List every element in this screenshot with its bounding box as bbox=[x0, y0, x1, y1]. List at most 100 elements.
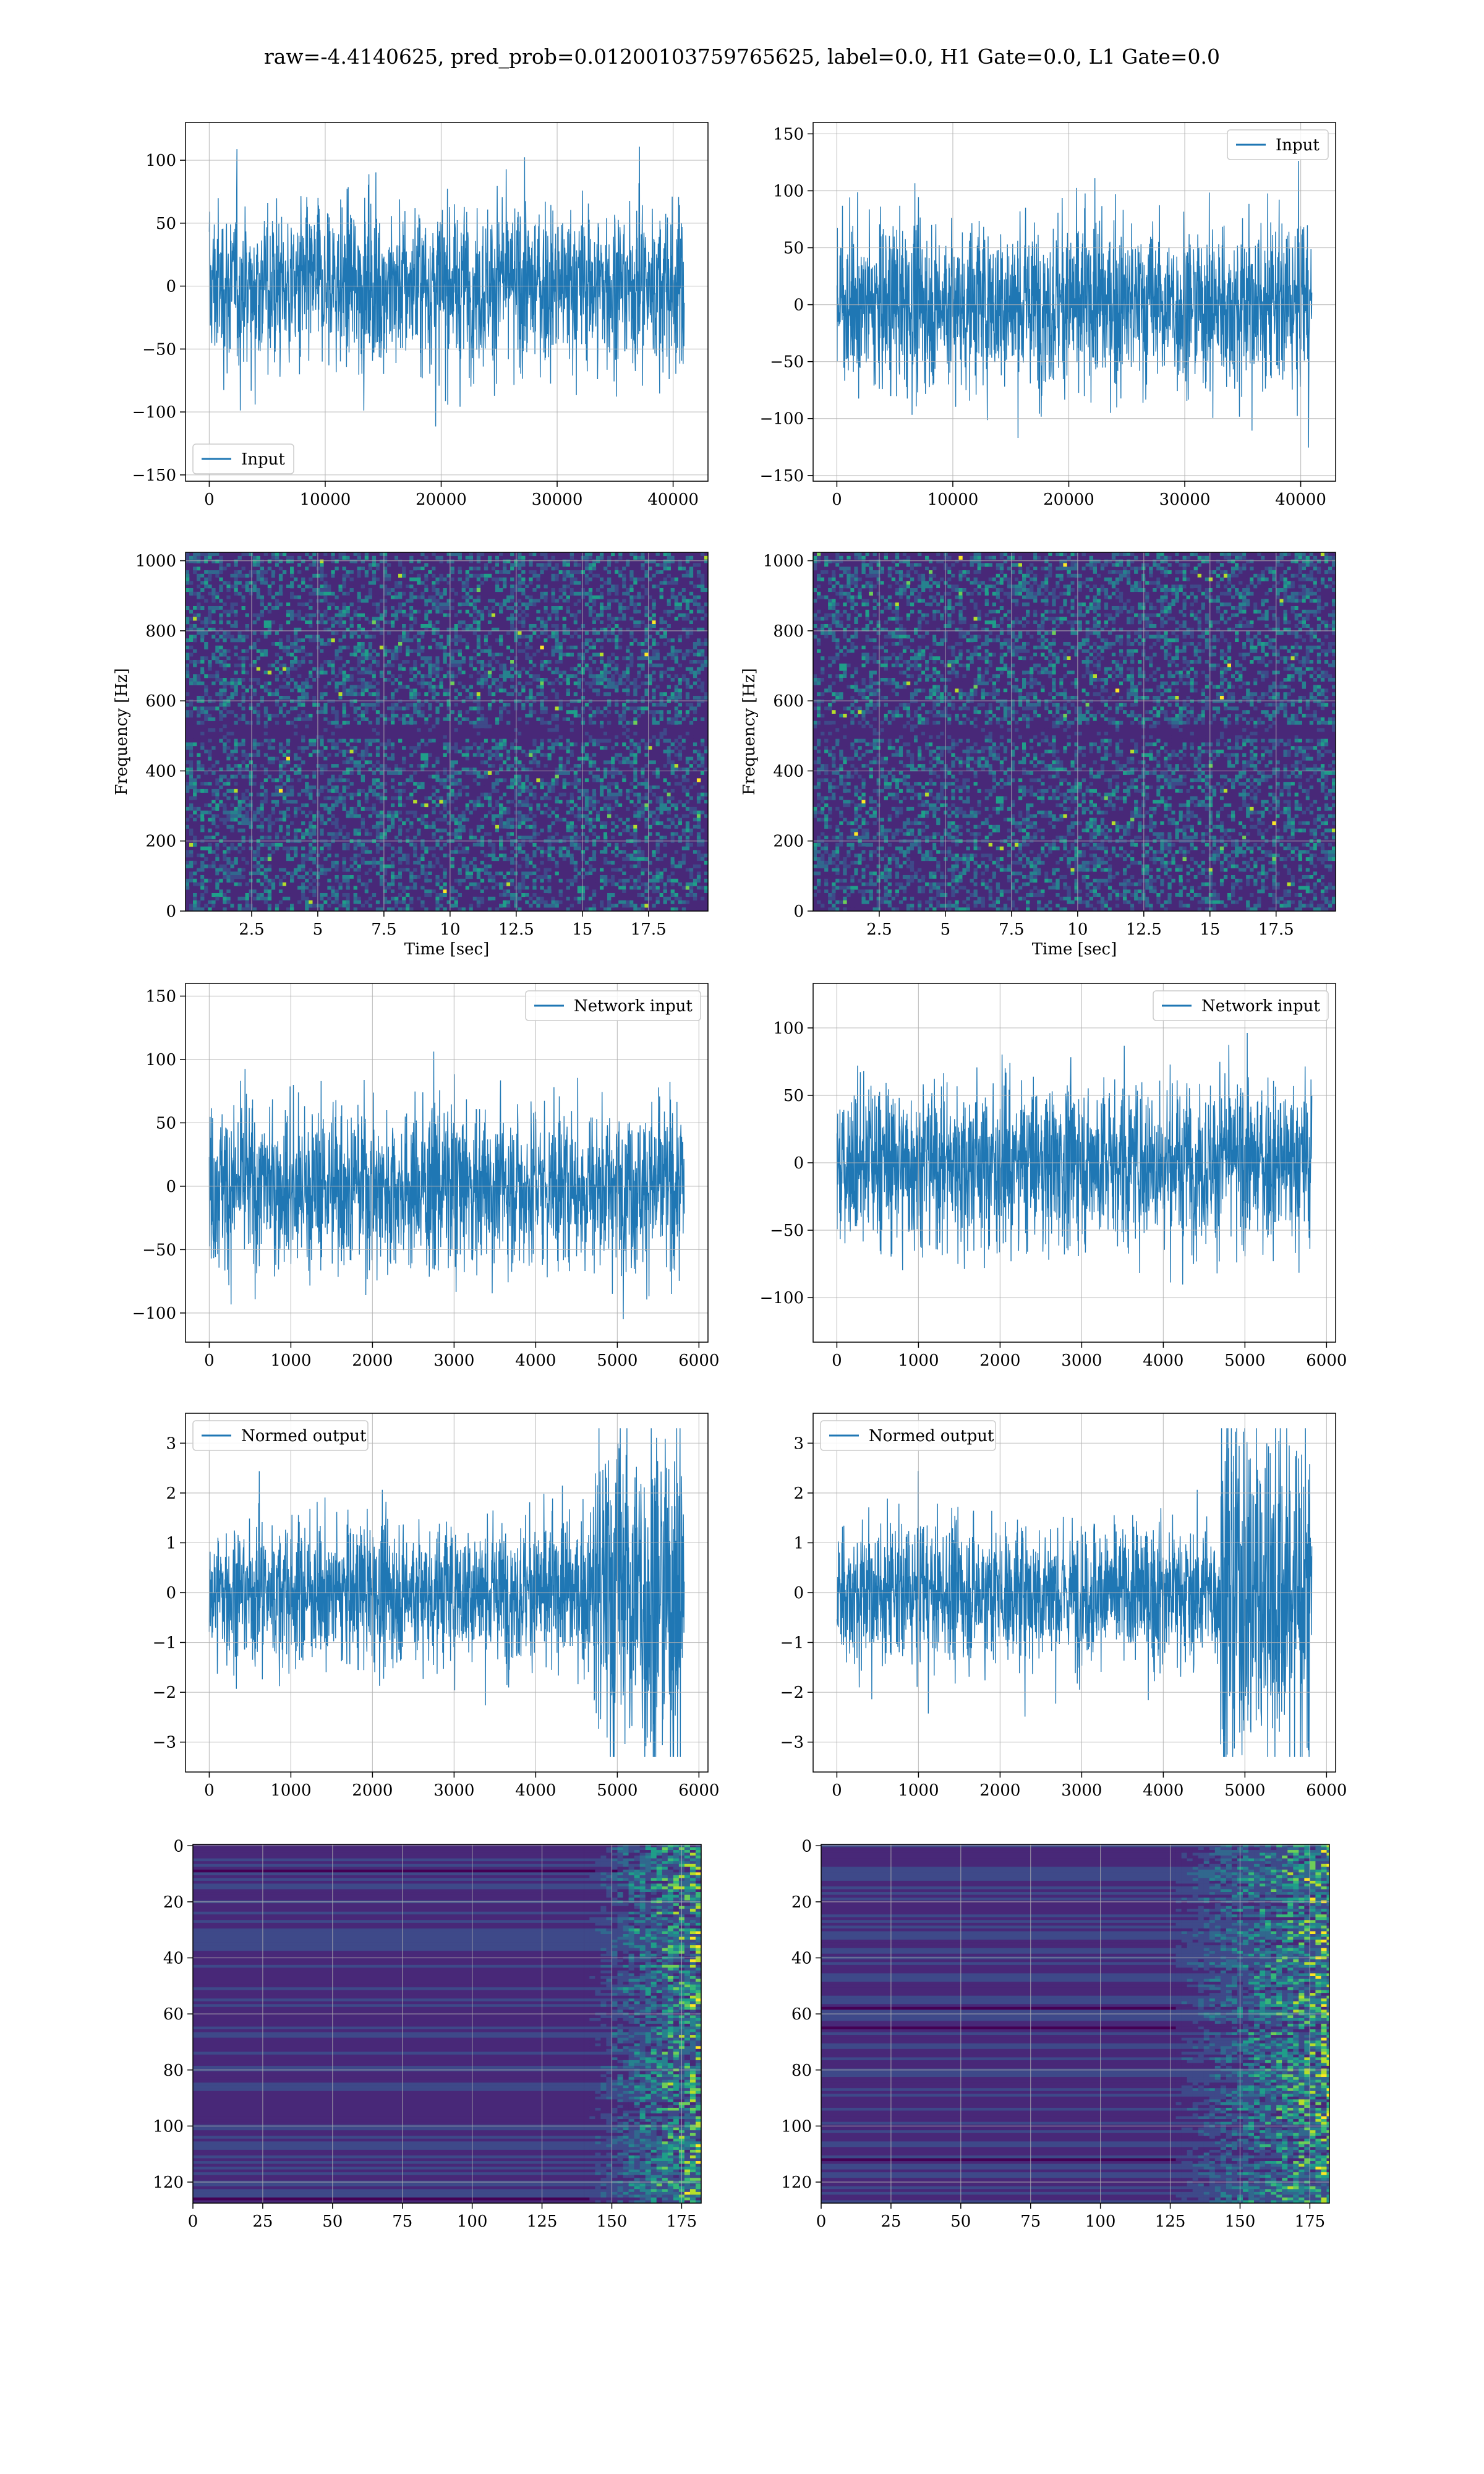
heatmap-cell bbox=[368, 692, 373, 696]
heatmap-cell bbox=[599, 552, 604, 557]
heatmap-cell bbox=[204, 642, 208, 646]
heatmap-cell bbox=[472, 620, 477, 625]
heatmap-cell bbox=[685, 577, 690, 581]
heatmap-cell bbox=[551, 649, 555, 653]
heatmap-cell bbox=[290, 699, 294, 703]
heatmap-cell bbox=[305, 667, 309, 671]
heatmap-cell bbox=[641, 624, 645, 628]
heatmap-cell bbox=[696, 699, 701, 703]
heatmap-cell bbox=[529, 563, 533, 567]
heatmap-cell bbox=[540, 567, 544, 571]
heatmap-cell bbox=[435, 774, 440, 779]
heatmap-cell bbox=[603, 692, 608, 696]
heatmap-cell bbox=[685, 696, 690, 700]
x-tick-label: 40000 bbox=[1275, 490, 1326, 509]
heatmap-cell bbox=[413, 760, 417, 764]
heatmap-cell bbox=[588, 617, 593, 621]
heatmap-cell bbox=[435, 706, 440, 711]
heatmap-cell bbox=[487, 692, 492, 696]
heatmap-cell bbox=[476, 584, 481, 589]
heatmap-cell bbox=[435, 717, 440, 721]
heatmap-cell bbox=[584, 756, 589, 761]
heatmap-cell bbox=[197, 624, 201, 628]
heatmap-cell bbox=[461, 670, 466, 675]
heatmap-cell bbox=[446, 599, 451, 603]
heatmap-cell bbox=[420, 656, 425, 661]
heatmap-cell bbox=[368, 577, 373, 581]
heatmap-cell bbox=[484, 750, 488, 754]
heatmap-cell bbox=[186, 674, 190, 678]
heatmap-cell bbox=[368, 567, 373, 571]
heatmap-cell bbox=[241, 638, 245, 643]
heatmap-cell bbox=[637, 624, 641, 628]
heatmap-cell bbox=[681, 692, 686, 696]
heatmap-cell bbox=[402, 591, 406, 596]
heatmap-cell bbox=[200, 635, 205, 639]
heatmap-cell bbox=[320, 771, 324, 775]
heatmap-cell bbox=[230, 573, 234, 578]
heatmap-cell bbox=[592, 577, 597, 581]
heatmap-cell bbox=[390, 696, 395, 700]
heatmap-cell bbox=[622, 681, 626, 685]
heatmap-cell bbox=[197, 721, 201, 725]
heatmap-cell bbox=[394, 584, 399, 589]
heatmap-cell bbox=[323, 555, 328, 560]
heatmap-cell bbox=[443, 642, 447, 646]
heatmap-cell bbox=[417, 696, 421, 700]
heatmap-cell bbox=[532, 710, 537, 714]
heatmap-cell bbox=[424, 738, 429, 743]
heatmap-cell bbox=[245, 756, 249, 761]
heatmap-cell bbox=[584, 559, 589, 563]
heatmap-cell bbox=[267, 738, 272, 743]
heatmap-cell bbox=[629, 563, 634, 567]
heatmap-cell bbox=[700, 620, 705, 625]
heatmap-cell bbox=[335, 685, 339, 689]
heatmap-cell bbox=[349, 595, 354, 599]
heatmap-cell bbox=[439, 555, 443, 560]
heatmap-cell bbox=[670, 753, 675, 757]
heatmap-cell bbox=[406, 599, 410, 603]
heatmap-cell bbox=[275, 692, 279, 696]
heatmap-cell bbox=[480, 577, 485, 581]
heatmap-cell bbox=[592, 678, 597, 682]
heatmap-cell bbox=[674, 595, 679, 599]
heatmap-cell bbox=[215, 595, 220, 599]
heatmap-cell bbox=[428, 570, 432, 575]
heatmap-cell bbox=[204, 567, 208, 571]
heatmap-cell bbox=[472, 624, 477, 628]
heatmap-cell bbox=[510, 563, 514, 567]
heatmap-cell bbox=[689, 660, 694, 664]
heatmap-cell bbox=[428, 573, 432, 578]
heatmap-cell bbox=[275, 573, 279, 578]
heatmap-cell bbox=[398, 764, 403, 768]
heatmap-cell bbox=[484, 602, 488, 607]
heatmap-cell bbox=[402, 721, 406, 725]
heatmap-cell bbox=[499, 638, 503, 643]
heatmap-cell bbox=[555, 609, 559, 614]
heatmap-cell bbox=[327, 699, 331, 703]
heatmap-cell bbox=[230, 609, 234, 614]
heatmap-cell bbox=[529, 584, 533, 589]
heatmap-cell bbox=[465, 688, 470, 693]
heatmap-cell bbox=[525, 714, 529, 718]
heatmap-cell bbox=[592, 631, 597, 635]
heatmap-cell bbox=[398, 670, 403, 675]
heatmap-cell bbox=[413, 724, 417, 729]
heatmap-cell bbox=[667, 732, 671, 736]
heatmap-cell bbox=[573, 667, 578, 671]
heatmap-cell bbox=[547, 552, 552, 557]
heatmap-cell bbox=[674, 599, 679, 603]
heatmap-cell bbox=[312, 563, 317, 567]
heatmap-cell bbox=[368, 663, 373, 667]
heatmap-cell bbox=[282, 746, 287, 750]
heatmap-cell bbox=[215, 581, 220, 585]
heatmap-cell bbox=[346, 674, 350, 678]
heatmap-cell bbox=[484, 760, 488, 764]
heatmap-cell bbox=[320, 764, 324, 768]
heatmap-cell bbox=[495, 756, 500, 761]
heatmap-cell bbox=[223, 552, 227, 557]
heatmap-cell bbox=[364, 599, 369, 603]
heatmap-cell bbox=[584, 703, 589, 707]
heatmap-cell bbox=[402, 685, 406, 689]
heatmap-cell bbox=[383, 753, 388, 757]
